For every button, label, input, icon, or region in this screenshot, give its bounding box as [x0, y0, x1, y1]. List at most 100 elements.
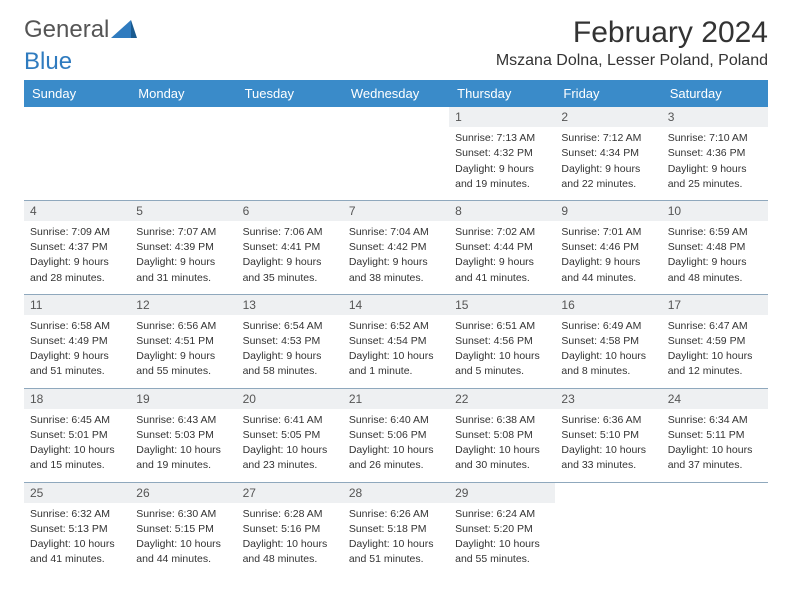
calendar-cell: 6Sunrise: 7:06 AMSunset: 4:41 PMDaylight…	[237, 201, 343, 294]
sunrise-line: Sunrise: 6:38 AM	[455, 413, 549, 427]
sunset-line: Sunset: 5:13 PM	[30, 522, 124, 536]
day-header: Saturday	[662, 80, 768, 107]
sunset-line: Sunset: 4:58 PM	[561, 334, 655, 348]
day-number: 15	[449, 295, 555, 315]
sunset-line: Sunset: 5:18 PM	[349, 522, 443, 536]
daylight-line: Daylight: 9 hours	[349, 255, 443, 269]
calendar-cell	[24, 107, 130, 200]
sunset-line: Sunset: 5:01 PM	[30, 428, 124, 442]
cell-body: Sunrise: 6:54 AMSunset: 4:53 PMDaylight:…	[243, 319, 337, 379]
calendar-cell: 21Sunrise: 6:40 AMSunset: 5:06 PMDayligh…	[343, 389, 449, 482]
cell-body: Sunrise: 6:30 AMSunset: 5:15 PMDaylight:…	[136, 507, 230, 567]
daylight-line: and 48 minutes.	[668, 271, 762, 285]
cell-body: Sunrise: 7:06 AMSunset: 4:41 PMDaylight:…	[243, 225, 337, 285]
daylight-line: and 19 minutes.	[455, 177, 549, 191]
sunset-line: Sunset: 4:42 PM	[349, 240, 443, 254]
day-number: 22	[449, 389, 555, 409]
day-number: 24	[662, 389, 768, 409]
calendar-cell	[343, 107, 449, 200]
daylight-line: Daylight: 9 hours	[30, 255, 124, 269]
sunrise-line: Sunrise: 6:24 AM	[455, 507, 549, 521]
daylight-line: Daylight: 10 hours	[561, 443, 655, 457]
daylight-line: and 19 minutes.	[136, 458, 230, 472]
daylight-line: Daylight: 9 hours	[668, 255, 762, 269]
daylight-line: and 22 minutes.	[561, 177, 655, 191]
sunrise-line: Sunrise: 6:40 AM	[349, 413, 443, 427]
sunrise-line: Sunrise: 7:06 AM	[243, 225, 337, 239]
daylight-line: and 25 minutes.	[668, 177, 762, 191]
sunrise-line: Sunrise: 6:30 AM	[136, 507, 230, 521]
sunrise-line: Sunrise: 6:32 AM	[30, 507, 124, 521]
cell-body: Sunrise: 7:04 AMSunset: 4:42 PMDaylight:…	[349, 225, 443, 285]
daylight-line: Daylight: 9 hours	[668, 162, 762, 176]
day-header: Sunday	[24, 80, 130, 107]
day-number: 21	[343, 389, 449, 409]
header: General February 2024 Mszana Dolna, Less…	[24, 16, 768, 70]
calendar-cell	[555, 483, 661, 576]
daylight-line: and 5 minutes.	[455, 364, 549, 378]
day-number: 11	[24, 295, 130, 315]
daylight-line: Daylight: 9 hours	[561, 162, 655, 176]
day-header: Tuesday	[237, 80, 343, 107]
daylight-line: and 8 minutes.	[561, 364, 655, 378]
day-header: Friday	[555, 80, 661, 107]
day-header: Thursday	[449, 80, 555, 107]
daylight-line: Daylight: 9 hours	[561, 255, 655, 269]
sunrise-line: Sunrise: 7:02 AM	[455, 225, 549, 239]
day-header: Wednesday	[343, 80, 449, 107]
triangle-icon	[111, 18, 137, 43]
calendar-cell: 14Sunrise: 6:52 AMSunset: 4:54 PMDayligh…	[343, 295, 449, 388]
sunset-line: Sunset: 5:15 PM	[136, 522, 230, 536]
daylight-line: Daylight: 10 hours	[349, 443, 443, 457]
calendar-cell: 16Sunrise: 6:49 AMSunset: 4:58 PMDayligh…	[555, 295, 661, 388]
day-number: 3	[662, 107, 768, 127]
daylight-line: Daylight: 10 hours	[668, 349, 762, 363]
cell-body: Sunrise: 6:52 AMSunset: 4:54 PMDaylight:…	[349, 319, 443, 379]
cell-body: Sunrise: 6:28 AMSunset: 5:16 PMDaylight:…	[243, 507, 337, 567]
logo-text-gray: General	[24, 16, 109, 44]
sunrise-line: Sunrise: 6:56 AM	[136, 319, 230, 333]
calendar-cell: 3Sunrise: 7:10 AMSunset: 4:36 PMDaylight…	[662, 107, 768, 200]
day-number: 28	[343, 483, 449, 503]
daylight-line: and 35 minutes.	[243, 271, 337, 285]
daylight-line: Daylight: 9 hours	[30, 349, 124, 363]
daylight-line: and 44 minutes.	[136, 552, 230, 566]
cell-body: Sunrise: 6:34 AMSunset: 5:11 PMDaylight:…	[668, 413, 762, 473]
daylight-line: Daylight: 10 hours	[243, 537, 337, 551]
daylight-line: Daylight: 10 hours	[561, 349, 655, 363]
cell-body: Sunrise: 6:59 AMSunset: 4:48 PMDaylight:…	[668, 225, 762, 285]
day-number: 25	[24, 483, 130, 503]
sunrise-line: Sunrise: 6:59 AM	[668, 225, 762, 239]
sunset-line: Sunset: 4:48 PM	[668, 240, 762, 254]
logo: General	[24, 16, 139, 44]
day-number: 5	[130, 201, 236, 221]
sunset-line: Sunset: 4:39 PM	[136, 240, 230, 254]
calendar-week: 4Sunrise: 7:09 AMSunset: 4:37 PMDaylight…	[24, 201, 768, 294]
sunrise-line: Sunrise: 6:45 AM	[30, 413, 124, 427]
day-number: 18	[24, 389, 130, 409]
day-number: 19	[130, 389, 236, 409]
sunset-line: Sunset: 4:34 PM	[561, 146, 655, 160]
cell-body: Sunrise: 6:41 AMSunset: 5:05 PMDaylight:…	[243, 413, 337, 473]
sunrise-line: Sunrise: 6:28 AM	[243, 507, 337, 521]
sunset-line: Sunset: 4:37 PM	[30, 240, 124, 254]
sunrise-line: Sunrise: 6:52 AM	[349, 319, 443, 333]
title-block: February 2024 Mszana Dolna, Lesser Polan…	[496, 16, 768, 70]
daylight-line: Daylight: 10 hours	[668, 443, 762, 457]
sunset-line: Sunset: 5:03 PM	[136, 428, 230, 442]
calendar-cell: 11Sunrise: 6:58 AMSunset: 4:49 PMDayligh…	[24, 295, 130, 388]
cell-body: Sunrise: 6:49 AMSunset: 4:58 PMDaylight:…	[561, 319, 655, 379]
calendar-cell: 20Sunrise: 6:41 AMSunset: 5:05 PMDayligh…	[237, 389, 343, 482]
logo-text-blue: Blue	[24, 48, 72, 75]
logo-blue-row: Blue	[24, 48, 72, 76]
daylight-line: and 28 minutes.	[30, 271, 124, 285]
day-number: 17	[662, 295, 768, 315]
cell-body: Sunrise: 6:45 AMSunset: 5:01 PMDaylight:…	[30, 413, 124, 473]
calendar-cell: 9Sunrise: 7:01 AMSunset: 4:46 PMDaylight…	[555, 201, 661, 294]
calendar-cell	[662, 483, 768, 576]
cell-body: Sunrise: 7:07 AMSunset: 4:39 PMDaylight:…	[136, 225, 230, 285]
cell-body: Sunrise: 7:12 AMSunset: 4:34 PMDaylight:…	[561, 131, 655, 191]
cell-body: Sunrise: 6:51 AMSunset: 4:56 PMDaylight:…	[455, 319, 549, 379]
cell-body: Sunrise: 7:13 AMSunset: 4:32 PMDaylight:…	[455, 131, 549, 191]
sunrise-line: Sunrise: 6:49 AM	[561, 319, 655, 333]
